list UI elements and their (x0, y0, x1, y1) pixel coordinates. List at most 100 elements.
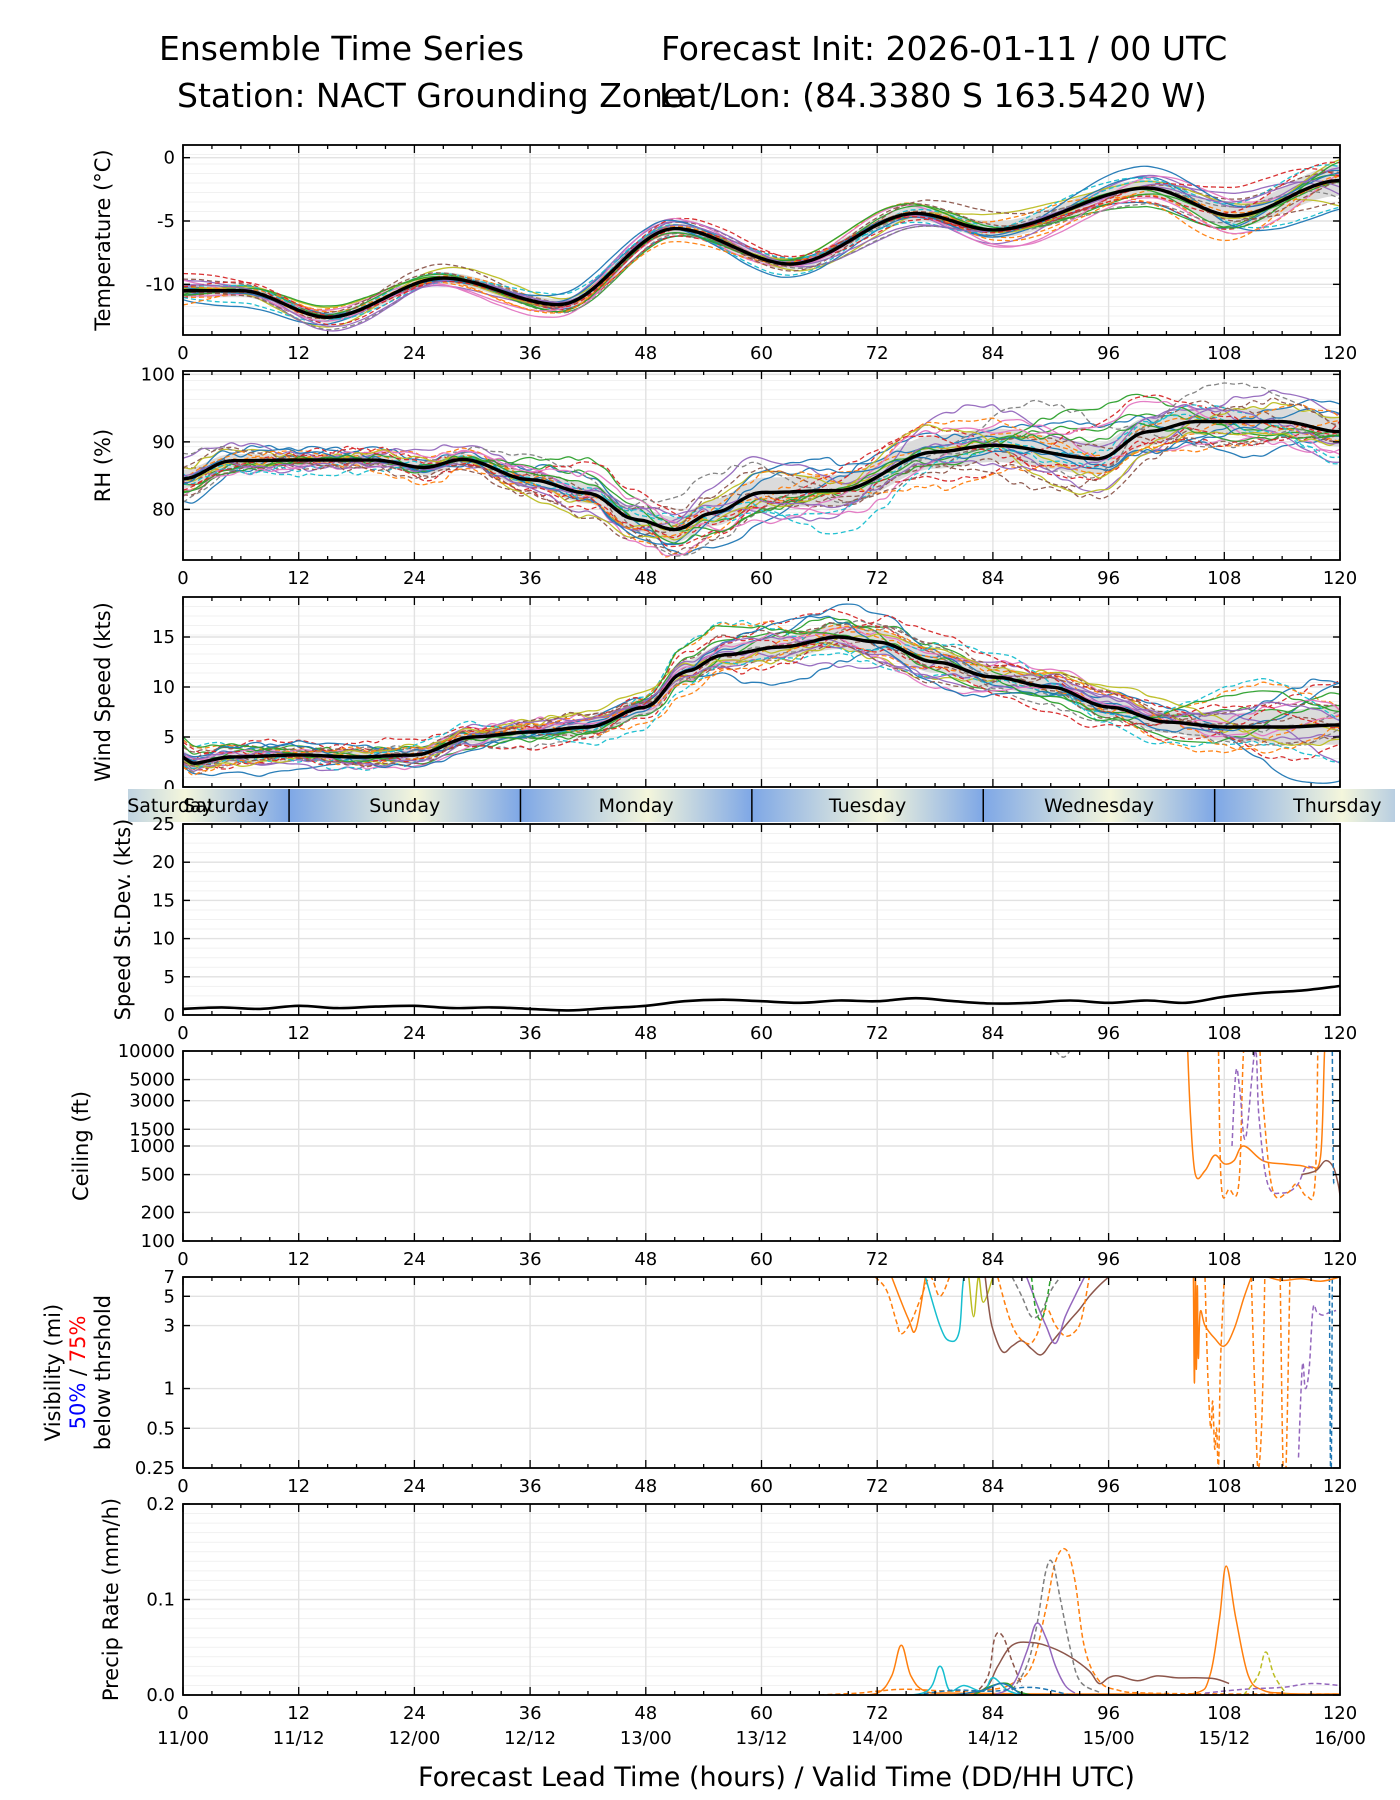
y-tick-label: 100 (141, 364, 175, 385)
vis-75-label: 75% (66, 1316, 90, 1363)
rh-member-line (183, 382, 1340, 509)
y-tick-label: 10 (152, 929, 175, 950)
y-tick-label: 0.5 (146, 1418, 175, 1439)
visibility-series-v6 (996, 1277, 1091, 1345)
x-tick-sublabel: 13/00 (620, 1728, 672, 1749)
rh-member-line (183, 422, 1340, 545)
x-tick-label: 0 (177, 568, 188, 589)
y-tick-label: 5 (164, 1286, 175, 1307)
temperature-plot-area (183, 158, 1340, 332)
panel-frame (182, 1276, 1341, 1469)
band-mask (1395, 789, 1400, 822)
y-tick-label: 0 (164, 148, 175, 169)
temperature-member-line (183, 168, 1340, 326)
x-tick-label: 60 (750, 1023, 773, 1044)
rh-member-line (183, 403, 1340, 538)
y-tick-label: 0.2 (146, 1494, 175, 1515)
panel-frame (182, 823, 1341, 1016)
x-axis-label: Forecast Lead Time (hours) / Valid Time … (418, 1762, 1135, 1793)
wind-member-line (183, 645, 1340, 784)
visibility-series-v13 (1279, 1277, 1291, 1468)
x-tick-label: 0 (177, 1476, 188, 1497)
temperature-member-line (183, 180, 1340, 314)
y-tick-label: 5 (164, 727, 175, 748)
day-segment (751, 789, 984, 822)
rh-panel: 100 90 80 0 12 24 36 48 60 72 84 96 108 120 RH (%) (91, 364, 1357, 589)
x-tick-label: 72 (866, 1703, 889, 1724)
wind-panel: 0 5 10 15 Wind Speed (kts) (91, 596, 1341, 798)
x-tick-sublabel: 15/12 (1198, 1728, 1250, 1749)
temperature-ensemble-mean (183, 178, 1340, 320)
rh-member-line (183, 424, 1340, 541)
x-tick-label: 48 (634, 568, 657, 589)
x-tick-label: 48 (634, 1249, 657, 1270)
x-tick-label: 108 (1207, 568, 1241, 589)
day-label: Monday (599, 795, 674, 817)
visibility-series-v11 (1204, 1277, 1226, 1468)
x-tick-label: 36 (519, 1249, 542, 1270)
ceiling-series-m6 (1331, 1051, 1335, 1185)
y-tick-label: 0.25 (135, 1458, 175, 1479)
x-tick-label: 0 (177, 1249, 188, 1270)
x-tick-label: 72 (866, 1476, 889, 1497)
x-tick-label: 84 (981, 1023, 1004, 1044)
y-tick-label: 90 (152, 432, 175, 453)
y-tick-label: 500 (141, 1165, 175, 1186)
x-tick-label: 72 (866, 343, 889, 364)
precip-series-p4 (973, 1641, 1230, 1695)
visibility-series-v16 (1267, 1277, 1340, 1282)
y-tick-label: 10000 (118, 1041, 175, 1062)
x-tick-label: 120 (1323, 568, 1357, 589)
x-tick-sublabel: 14/00 (851, 1728, 903, 1749)
chart-title: Ensemble Time Series (159, 29, 525, 68)
wind-plot-area (183, 603, 1340, 784)
x-tick-sublabel: 11/12 (273, 1728, 325, 1749)
x-tick-label: 36 (519, 1023, 542, 1044)
x-tick-sublabel: 16/00 (1314, 1728, 1366, 1749)
visibility-series-v15 (1328, 1277, 1334, 1468)
wind-member-line (183, 614, 1340, 771)
x-tick-label: 36 (519, 1703, 542, 1724)
x-tick-label: 60 (750, 1249, 773, 1270)
rh-member-line (183, 415, 1340, 555)
x-tick-label: 24 (403, 1476, 426, 1497)
day-label: Wednesday (1044, 795, 1154, 817)
day-label: Thursday (1292, 795, 1381, 817)
y-tick-label: 15 (152, 890, 175, 911)
x-tick-label: 96 (1097, 1703, 1120, 1724)
y-axis-label: Ceiling (ft) (69, 1091, 93, 1201)
wind-ensemble-mean (183, 635, 1340, 766)
x-tick-label: 120 (1323, 1249, 1357, 1270)
visibility-plot-area (874, 1277, 1340, 1468)
x-tick-label: 48 (634, 343, 657, 364)
visibility-series-v2 (891, 1277, 927, 1334)
y-tick-label: 3000 (129, 1091, 175, 1112)
x-tick-label: 108 (1207, 1703, 1241, 1724)
precip-plot-area (819, 1547, 1340, 1695)
day-label: Tuesday (828, 795, 906, 817)
precip-series-p12 (915, 1686, 1071, 1695)
speed-stdev-panel: 0 5 10 15 20 25 0 12 24 36 48 60 72 84 96 108 120 Speed S… (111, 814, 1357, 1044)
wind-member-line (183, 635, 1340, 766)
x-tick-label: 108 (1207, 1023, 1241, 1044)
precip-series-p9 (877, 1665, 1023, 1695)
x-tick-label: 72 (866, 1023, 889, 1044)
rh-spread-band (183, 408, 1340, 543)
temperature-member-line (183, 175, 1340, 313)
vis-sep-label: / (66, 1362, 90, 1382)
x-tick-label: 120 (1323, 343, 1357, 364)
x-tick-label: 60 (750, 568, 773, 589)
y-tick-label: -10 (146, 274, 175, 295)
day-label: Saturday (183, 795, 269, 817)
panel-frame (182, 144, 1341, 336)
visibility-series-v5 (984, 1277, 1110, 1356)
y-tick-label: 25 (152, 814, 175, 835)
visibility-series-v12 (1250, 1277, 1266, 1468)
x-tick-label: 36 (519, 343, 542, 364)
precip-series-p5 (973, 1631, 1023, 1695)
x-tick-label: 24 (403, 343, 426, 364)
y-tick-label: 0 (164, 777, 175, 798)
ceiling-series-m3 (1231, 1051, 1317, 1195)
x-tick-label: 96 (1097, 1249, 1120, 1270)
visibility-series-v1 (874, 1277, 951, 1335)
